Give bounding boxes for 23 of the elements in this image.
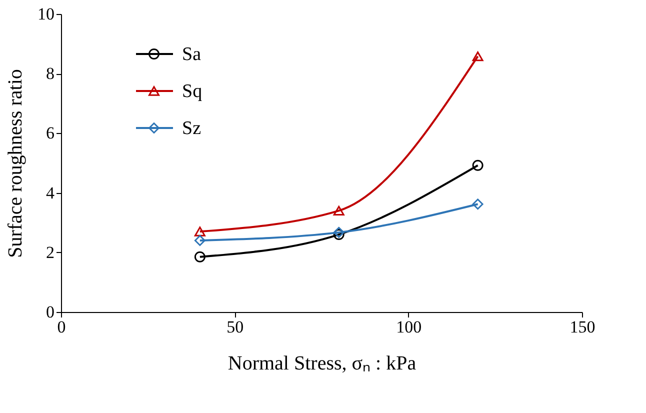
y-tick-label: 10 xyxy=(38,4,54,24)
x-axis-title: Normal Stress, σₙ : kPa xyxy=(228,352,416,374)
legend-label: Sa xyxy=(182,44,202,65)
x-tick-label: 100 xyxy=(396,318,422,336)
y-tick-label: 2 xyxy=(46,242,54,262)
point xyxy=(333,206,344,216)
point xyxy=(472,51,484,62)
point xyxy=(194,251,206,262)
x-tick-label: 150 xyxy=(570,318,596,336)
point xyxy=(333,226,344,238)
y-axis-title: Surface roughness ratio xyxy=(4,69,26,258)
legend-label: Sz xyxy=(182,118,201,139)
y-tick-label: 6 xyxy=(46,124,54,143)
y-tick-label: 4 xyxy=(46,183,55,202)
point xyxy=(194,234,206,246)
point xyxy=(333,229,344,240)
point xyxy=(194,226,206,236)
x-tick-label: 50 xyxy=(226,318,244,336)
y-tick-label: 8 xyxy=(46,64,54,84)
y-tick-label: 0 xyxy=(46,302,54,322)
legend-label: Sq xyxy=(182,81,203,102)
point xyxy=(472,198,484,210)
point xyxy=(472,160,484,171)
